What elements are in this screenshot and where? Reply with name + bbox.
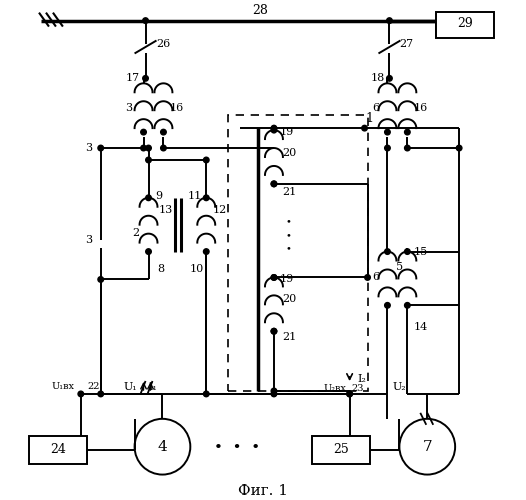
Circle shape (160, 145, 166, 151)
Bar (29, 436, 87, 464)
Circle shape (204, 249, 209, 254)
Text: 10: 10 (189, 264, 204, 274)
Text: 6: 6 (372, 272, 379, 282)
Text: I₂: I₂ (357, 374, 366, 384)
Circle shape (204, 195, 209, 200)
Circle shape (347, 391, 352, 396)
Circle shape (146, 157, 151, 163)
Circle shape (78, 391, 84, 396)
Circle shape (387, 76, 392, 81)
Circle shape (404, 130, 410, 135)
Text: U₂вх: U₂вх (323, 384, 346, 394)
Text: 25: 25 (333, 443, 349, 456)
Circle shape (271, 274, 277, 280)
Text: U₁: U₁ (124, 382, 137, 392)
Circle shape (141, 130, 146, 135)
Circle shape (146, 249, 151, 254)
Text: 29: 29 (457, 17, 473, 30)
Text: I₁: I₁ (148, 382, 157, 392)
Bar (436, 12, 494, 38)
Circle shape (457, 145, 462, 151)
Text: 28: 28 (252, 4, 268, 17)
Circle shape (98, 276, 104, 282)
Bar (312, 436, 370, 464)
Circle shape (365, 274, 370, 280)
Text: 13: 13 (158, 205, 173, 215)
Text: 27: 27 (399, 38, 413, 48)
Circle shape (271, 328, 277, 334)
Text: 3: 3 (85, 234, 93, 244)
Circle shape (385, 145, 390, 151)
Circle shape (143, 18, 148, 24)
Text: Фиг. 1: Фиг. 1 (238, 484, 288, 498)
Text: 20: 20 (282, 294, 296, 304)
Text: 21: 21 (282, 187, 296, 197)
Circle shape (385, 249, 390, 254)
Text: 7: 7 (422, 440, 432, 454)
Text: 3: 3 (125, 103, 132, 113)
Text: 24: 24 (50, 443, 66, 456)
Circle shape (146, 145, 151, 151)
Circle shape (404, 302, 410, 308)
Circle shape (160, 130, 166, 135)
Bar (228, 115, 368, 391)
Text: 23: 23 (351, 384, 364, 394)
Text: •: • (286, 217, 292, 226)
Circle shape (385, 302, 390, 308)
Text: 22: 22 (87, 382, 100, 392)
Circle shape (271, 126, 277, 131)
Text: 8: 8 (157, 264, 164, 274)
Text: 2: 2 (132, 228, 139, 237)
Text: 20: 20 (282, 148, 296, 158)
Circle shape (385, 130, 390, 135)
Text: 26: 26 (156, 38, 170, 48)
Circle shape (404, 145, 410, 151)
Circle shape (143, 76, 148, 81)
Text: 16: 16 (413, 103, 428, 113)
Text: •  •  •: • • • (214, 440, 260, 454)
Circle shape (204, 157, 209, 163)
Text: 17: 17 (126, 74, 139, 84)
Text: 21: 21 (282, 332, 296, 342)
Text: 16: 16 (169, 103, 184, 113)
Text: 6: 6 (372, 103, 379, 113)
Circle shape (271, 328, 277, 334)
Text: 19: 19 (280, 127, 294, 137)
Circle shape (271, 128, 277, 133)
Text: 12: 12 (213, 205, 227, 215)
Circle shape (98, 145, 104, 151)
Text: 4: 4 (158, 440, 167, 454)
Circle shape (271, 274, 277, 280)
Circle shape (404, 249, 410, 254)
Text: U₂: U₂ (392, 382, 406, 392)
Circle shape (387, 18, 392, 24)
Text: •: • (286, 244, 292, 253)
Circle shape (204, 391, 209, 396)
Text: 9: 9 (155, 191, 162, 201)
Text: 15: 15 (413, 246, 428, 256)
Text: 11: 11 (187, 191, 201, 201)
Circle shape (271, 391, 277, 396)
Text: 3: 3 (85, 143, 93, 153)
Text: 1: 1 (366, 112, 373, 124)
Circle shape (141, 145, 146, 151)
Text: 5: 5 (396, 262, 403, 272)
Circle shape (271, 181, 277, 186)
Text: U₁вх: U₁вх (52, 382, 74, 392)
Circle shape (347, 391, 352, 396)
Text: 19: 19 (280, 274, 294, 284)
Circle shape (271, 388, 277, 394)
Circle shape (362, 126, 367, 131)
Circle shape (146, 195, 151, 200)
Text: 18: 18 (370, 74, 385, 84)
Circle shape (98, 391, 104, 396)
Circle shape (271, 181, 277, 186)
Text: •: • (286, 231, 292, 240)
Text: 14: 14 (413, 322, 428, 332)
